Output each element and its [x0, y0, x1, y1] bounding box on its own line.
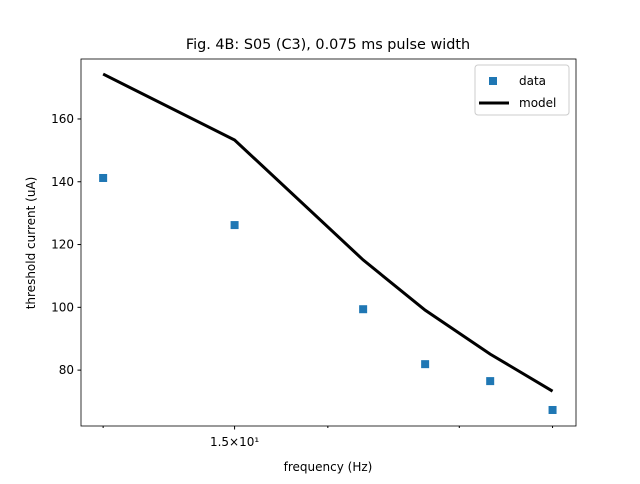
data-point: [421, 360, 430, 369]
legend-label: model: [519, 96, 556, 110]
y-tick-label: 100: [51, 300, 74, 314]
data-point: [486, 377, 495, 386]
data-point: [230, 221, 239, 230]
chart-title: Fig. 4B: S05 (C3), 0.075 ms pulse width: [186, 37, 470, 53]
data-point: [99, 173, 108, 182]
model-line: [102, 72, 554, 393]
data-point: [359, 305, 368, 314]
plot-frame: [80, 58, 577, 427]
y-tick-label: 120: [51, 238, 74, 252]
x-axis-label: frequency (Hz): [284, 460, 373, 474]
y-axis-label: threshold current (uA): [24, 177, 38, 310]
y-tick-label: 80: [59, 363, 74, 377]
data-point: [548, 405, 557, 414]
y-tick-label: 140: [51, 175, 74, 189]
legend-marker: [489, 77, 497, 85]
x-tick-label: 1.5×10¹: [210, 435, 259, 449]
y-tick-label: 160: [51, 112, 74, 126]
legend-label: data: [519, 74, 546, 88]
